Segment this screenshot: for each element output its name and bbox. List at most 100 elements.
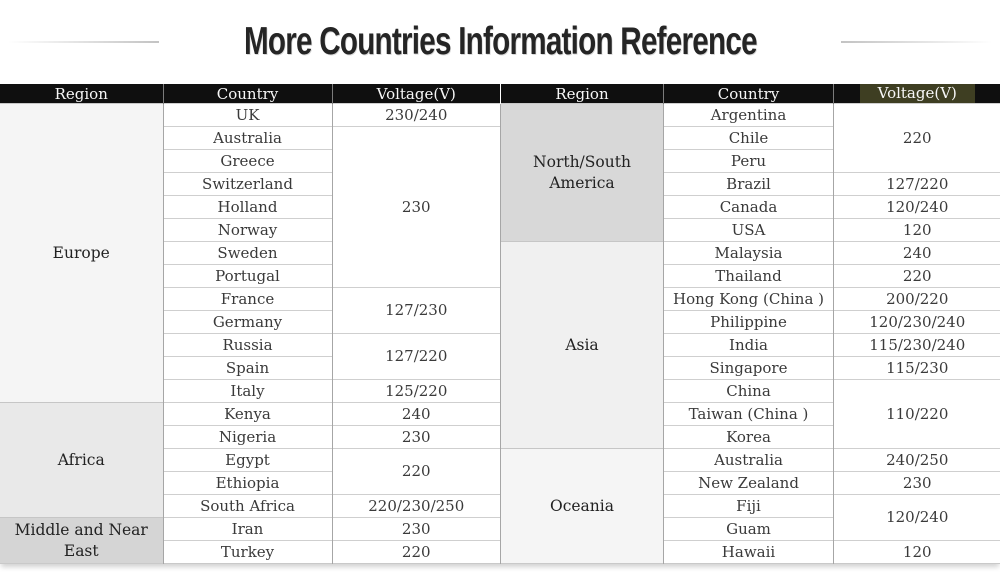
country-cell: Norway bbox=[162, 218, 333, 242]
table-row: Turkey 220 bbox=[0, 540, 500, 564]
page-title: More Countries Information Reference bbox=[243, 20, 758, 63]
country-cell: Italy bbox=[162, 379, 333, 403]
voltage-cell: 120/230/240 bbox=[833, 310, 1000, 334]
table-row: Taiwan (China ) bbox=[501, 402, 1000, 426]
voltage-column-header: Voltage(V) bbox=[833, 84, 1000, 104]
country-cell: Russia bbox=[162, 333, 333, 357]
table-row: Ethiopia bbox=[0, 471, 500, 495]
title-divider-left bbox=[8, 41, 159, 43]
table-row: Portugal bbox=[0, 264, 500, 288]
country-cell: Australia bbox=[663, 448, 834, 472]
country-cell: Thailand bbox=[663, 264, 834, 288]
voltage-cell: 220 bbox=[833, 264, 1000, 288]
table-row: Sweden bbox=[0, 241, 500, 265]
country-cell: Singapore bbox=[663, 356, 834, 380]
country-cell: Iran bbox=[162, 517, 333, 541]
voltage-reference-table: Region Country Voltage(V) Europe UK 230/24… bbox=[0, 84, 1000, 564]
header-row: Region Country Voltage(V) bbox=[500, 84, 1000, 104]
table-row: Korea bbox=[501, 425, 1000, 449]
country-cell: Kenya bbox=[162, 402, 333, 426]
table-row: North/South America Argentina 220 bbox=[500, 103, 1000, 242]
voltage-cell: 220 bbox=[833, 103, 1000, 173]
region-cell: North/South America bbox=[500, 103, 664, 242]
country-cell: Portugal bbox=[162, 264, 333, 288]
table-row: France 127/230 bbox=[0, 287, 500, 334]
voltage-column-header: Voltage(V) bbox=[331, 84, 500, 104]
country-cell: Spain bbox=[162, 356, 333, 380]
table-row: Philippine 120/230/240 bbox=[501, 310, 1000, 334]
voltage-cell: 120 bbox=[833, 218, 1000, 242]
voltage-cell: 230 bbox=[332, 517, 500, 541]
voltage-cell: 120/240 bbox=[833, 494, 1000, 541]
table-left: Region Country Voltage(V) Europe UK 230/24… bbox=[0, 84, 500, 564]
country-cell: Argentina bbox=[663, 103, 834, 127]
country-cell: Nigeria bbox=[162, 425, 333, 449]
region-cell: Middle and Near East bbox=[0, 517, 163, 564]
country-cell: Canada bbox=[663, 195, 834, 219]
country-cell: Greece bbox=[162, 149, 333, 173]
voltage-cell: 230 bbox=[833, 471, 1000, 495]
country-cell: Egypt bbox=[162, 448, 333, 472]
country-cell: Taiwan (China ) bbox=[663, 402, 834, 426]
table-row: Spain bbox=[0, 356, 500, 380]
country-cell: Philippine bbox=[663, 310, 834, 334]
table-row: Australia 230 bbox=[0, 126, 500, 288]
country-cell: France bbox=[162, 287, 333, 311]
country-cell: Turkey bbox=[162, 540, 333, 564]
table-row: Switzerland bbox=[0, 172, 500, 196]
region-cell: Asia bbox=[500, 241, 664, 449]
region-column-header: Region bbox=[500, 84, 664, 104]
voltage-cell: 127/220 bbox=[833, 172, 1000, 196]
table-row: Italy 125/220 bbox=[0, 379, 500, 403]
table-row: Hawaii 120 bbox=[501, 540, 1000, 564]
country-cell: Ethiopia bbox=[162, 471, 333, 495]
voltage-cell: 120/240 bbox=[833, 195, 1000, 219]
table-row: Africa Kenya 240 bbox=[0, 402, 500, 518]
table-row: Middle and Near East Iran 230 bbox=[0, 517, 500, 564]
voltage-cell: 230/240 bbox=[332, 103, 500, 127]
voltage-cell: 240 bbox=[332, 402, 500, 426]
table-row: USA 120 bbox=[501, 218, 1000, 242]
title-divider-right bbox=[841, 41, 992, 43]
country-cell: India bbox=[663, 333, 834, 357]
region-cell: Oceania bbox=[500, 448, 664, 564]
country-cell: Peru bbox=[663, 149, 834, 173]
country-cell: UK bbox=[162, 103, 333, 127]
voltage-cell: 220/230/250 bbox=[332, 494, 500, 518]
table-row: China 110/220 bbox=[501, 379, 1000, 449]
country-column-header: Country bbox=[162, 84, 332, 104]
country-cell: Fiji bbox=[663, 494, 834, 518]
table-row: Asia Malaysia 240 bbox=[500, 241, 1000, 449]
table-row: Norway bbox=[0, 218, 500, 242]
table-row: Fiji 120/240 bbox=[501, 494, 1000, 541]
voltage-header-highlight: Voltage(V) bbox=[859, 84, 975, 103]
region-cell: Africa bbox=[0, 402, 163, 518]
table-row: Greece bbox=[0, 149, 500, 173]
table-row: India 115/230/240 bbox=[501, 333, 1000, 357]
header-row: Region Country Voltage(V) bbox=[0, 84, 500, 104]
voltage-cell: 230 bbox=[332, 126, 500, 288]
title-bar: More Countries Information Reference bbox=[0, 0, 1000, 84]
table-body-right: North/South America Argentina 220 Chile Peru… bbox=[500, 103, 1000, 564]
table-row: Hong Kong (China ) 200/220 bbox=[501, 287, 1000, 311]
table-row: South Africa 220/230/250 bbox=[0, 494, 500, 518]
voltage-cell: 115/230 bbox=[833, 356, 1000, 380]
table-row: Canada 120/240 bbox=[501, 195, 1000, 219]
voltage-cell: 110/220 bbox=[833, 379, 1000, 449]
voltage-cell: 127/220 bbox=[332, 333, 500, 380]
table-row: Brazil 127/220 bbox=[501, 172, 1000, 196]
country-cell: New Zealand bbox=[663, 471, 834, 495]
table-row: Chile bbox=[501, 126, 1000, 150]
country-cell: Korea bbox=[663, 425, 834, 449]
table-row: Singapore 115/230 bbox=[501, 356, 1000, 380]
voltage-cell: 230 bbox=[332, 425, 500, 449]
country-cell: Chile bbox=[663, 126, 834, 150]
country-cell: Germany bbox=[162, 310, 333, 334]
table-row: Holland bbox=[0, 195, 500, 219]
voltage-cell: 125/220 bbox=[332, 379, 500, 403]
voltage-cell: 240 bbox=[833, 241, 1000, 265]
country-cell: Brazil bbox=[663, 172, 834, 196]
region-column-header: Region bbox=[0, 84, 163, 104]
table-row: Russia 127/220 bbox=[0, 333, 500, 380]
voltage-cell: 200/220 bbox=[833, 287, 1000, 311]
